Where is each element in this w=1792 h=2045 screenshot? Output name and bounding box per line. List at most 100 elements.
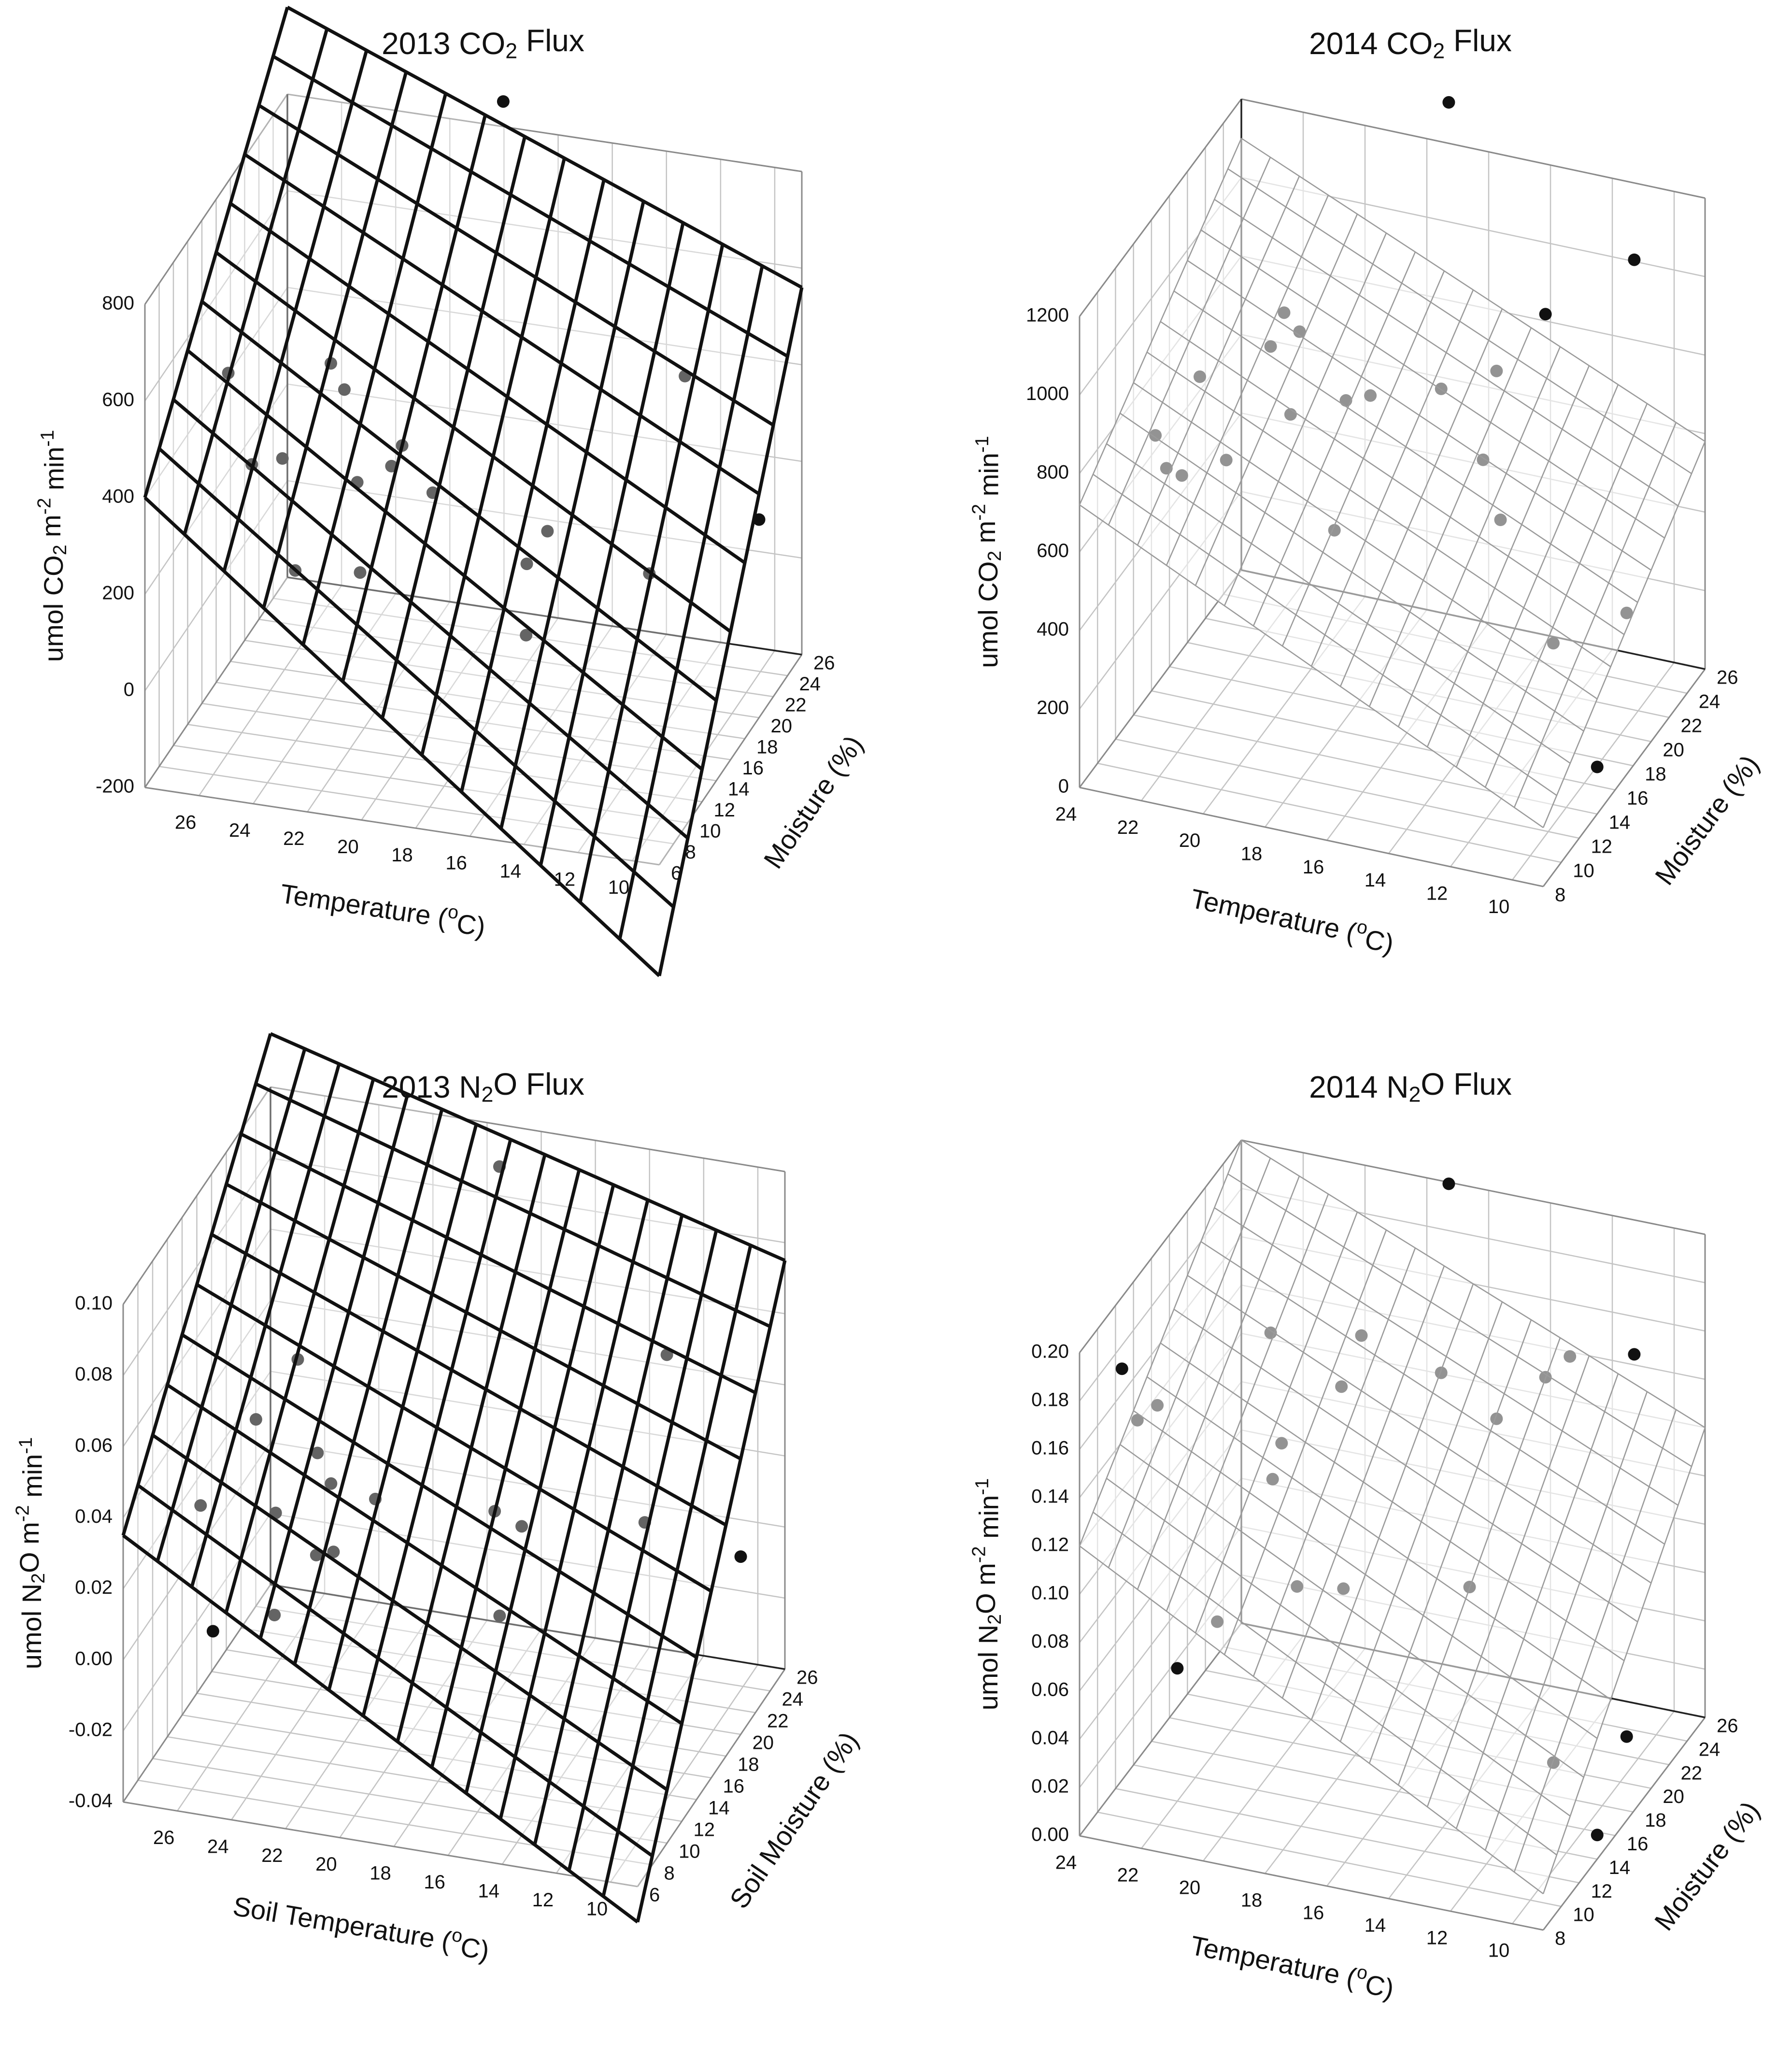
grid-floor-moisture [211,1671,726,1757]
moisture-tick-label: 16 [1627,788,1649,809]
surface-mesh-line [186,349,703,771]
surface-fill [1080,138,1705,828]
frame-top-left-edge [1079,1140,1242,1353]
grid-left-wall-z [144,384,288,595]
temperature-tick-label: 10 [586,1898,608,1919]
surface-mesh-line [225,1183,742,1460]
z-tick-label: 1000 [1026,383,1069,404]
temperature-tick-label: 16 [424,1872,445,1893]
z-tick-label: 1200 [1026,305,1069,326]
grid-floor-moisture [1115,1788,1579,1884]
data-point [493,1609,506,1622]
data-point [276,452,289,465]
grid-back-wall-z [270,1157,785,1244]
frame-moisture-axis-edge [1542,669,1706,887]
surface-mesh-line [1146,1376,1611,1700]
moisture-tick-label: 20 [1663,1786,1684,1807]
data-point [1115,1362,1128,1375]
moisture-tick-label: 18 [1645,764,1666,785]
surface-mesh-line [270,1032,786,1262]
frame-temperature-axis-edge [144,787,660,866]
surface-mesh-line [286,5,803,289]
z-tick-label: 600 [102,389,134,411]
grid-left-wall-z [122,1442,271,1660]
data-point [1171,1662,1184,1675]
data-point [327,1545,340,1559]
surface-fill [145,7,802,976]
frame-temperature-axis-edge [1079,787,1544,887]
chart-title: 2013 CO2 Flux [382,23,584,63]
temperature-tick-label: 10 [1488,896,1510,917]
surface-mesh-line [1173,290,1638,603]
temperature-tick-label: 20 [1179,830,1201,851]
z-tick-label: 0.14 [1031,1486,1069,1507]
moisture-tick-label: 26 [796,1667,818,1688]
z-tick-label: 200 [1037,697,1069,718]
surface-mesh-line [200,300,718,702]
surface-mesh-line [1200,1241,1665,1545]
surface-mesh-line [1214,199,1678,507]
moisture-tick-label: 26 [1717,667,1738,688]
temperature-tick-label: 16 [1303,1902,1324,1924]
temperature-tick-label: 12 [532,1889,554,1911]
temperature-tick-label: 20 [337,836,359,858]
surface-mesh-line [1173,1308,1638,1623]
surface-mesh-line [1106,1477,1571,1817]
temperature-tick-label: 22 [1117,1865,1139,1886]
data-point [1620,1730,1633,1743]
surface-mesh-line [215,251,732,633]
frame-floor-left-edge [144,577,288,788]
surface-mesh-line [1120,1444,1584,1778]
surface-mesh-line [255,1082,771,1329]
surface-mesh-line [137,1484,654,1858]
moisture-tick-label: 10 [1573,1904,1594,1926]
grid-back-wall-z [287,286,802,366]
grid-floor-moisture [187,724,702,802]
temperature-tick-label: 14 [1365,1915,1386,1936]
back-floor-axis [270,1584,785,1670]
moisture-tick-label: 8 [685,842,696,863]
grid-floor-moisture [152,1758,668,1844]
surface-mesh-line [1200,229,1665,539]
temperature-tick-label: 22 [261,1845,283,1866]
chart-title: 2014 N2O Flux [1309,1067,1512,1106]
moisture-tick-label: 16 [1627,1833,1649,1855]
frame-top-left-edge [1079,99,1242,317]
chart-3-regression-surface [121,1032,787,1924]
data-point [354,566,367,579]
z-axis-label: umol N2O m-2 min-1 [969,1478,1005,1710]
frame-moisture-axis-edge [658,654,803,865]
moisture-tick-label: 12 [714,800,736,821]
data-point [520,558,533,571]
chart-2-regression-surface [1079,138,1706,829]
moisture-tick-label: 16 [723,1776,745,1797]
moisture-tick-label: 14 [728,779,750,800]
moisture-tick-label: 18 [756,737,778,758]
moisture-tick-label: 6 [671,863,682,884]
data-point [1539,308,1552,321]
surface-mesh-line [1227,1173,1692,1467]
temperature-tick-label: 10 [608,877,630,898]
moisture-tick-label: 8 [1555,885,1565,906]
z-tick-label: 0.04 [1031,1728,1069,1749]
frame-temperature-axis-edge [1079,1835,1544,1931]
surface-mesh-line [172,398,689,840]
z-tick-label: 0.00 [1031,1824,1069,1845]
temperature-tick-label: 12 [1426,1928,1448,1949]
z-tick-label: 600 [1037,540,1069,561]
surface-mesh-line [1133,382,1598,700]
moisture-tick-label: 24 [799,673,821,695]
frame-moisture-axis-edge [1542,1717,1706,1931]
grid-back-wall-z [287,190,802,269]
surface-mesh-line [122,1534,639,1924]
data-point [520,629,533,642]
data-point [1442,96,1455,109]
z-tick-label: 0.02 [75,1577,113,1598]
z-tick-label: 0.02 [1031,1776,1069,1797]
grid-floor-moisture [182,1714,697,1801]
surface-fill [1080,1140,1705,1894]
z-tick-label: 0 [1058,776,1069,797]
